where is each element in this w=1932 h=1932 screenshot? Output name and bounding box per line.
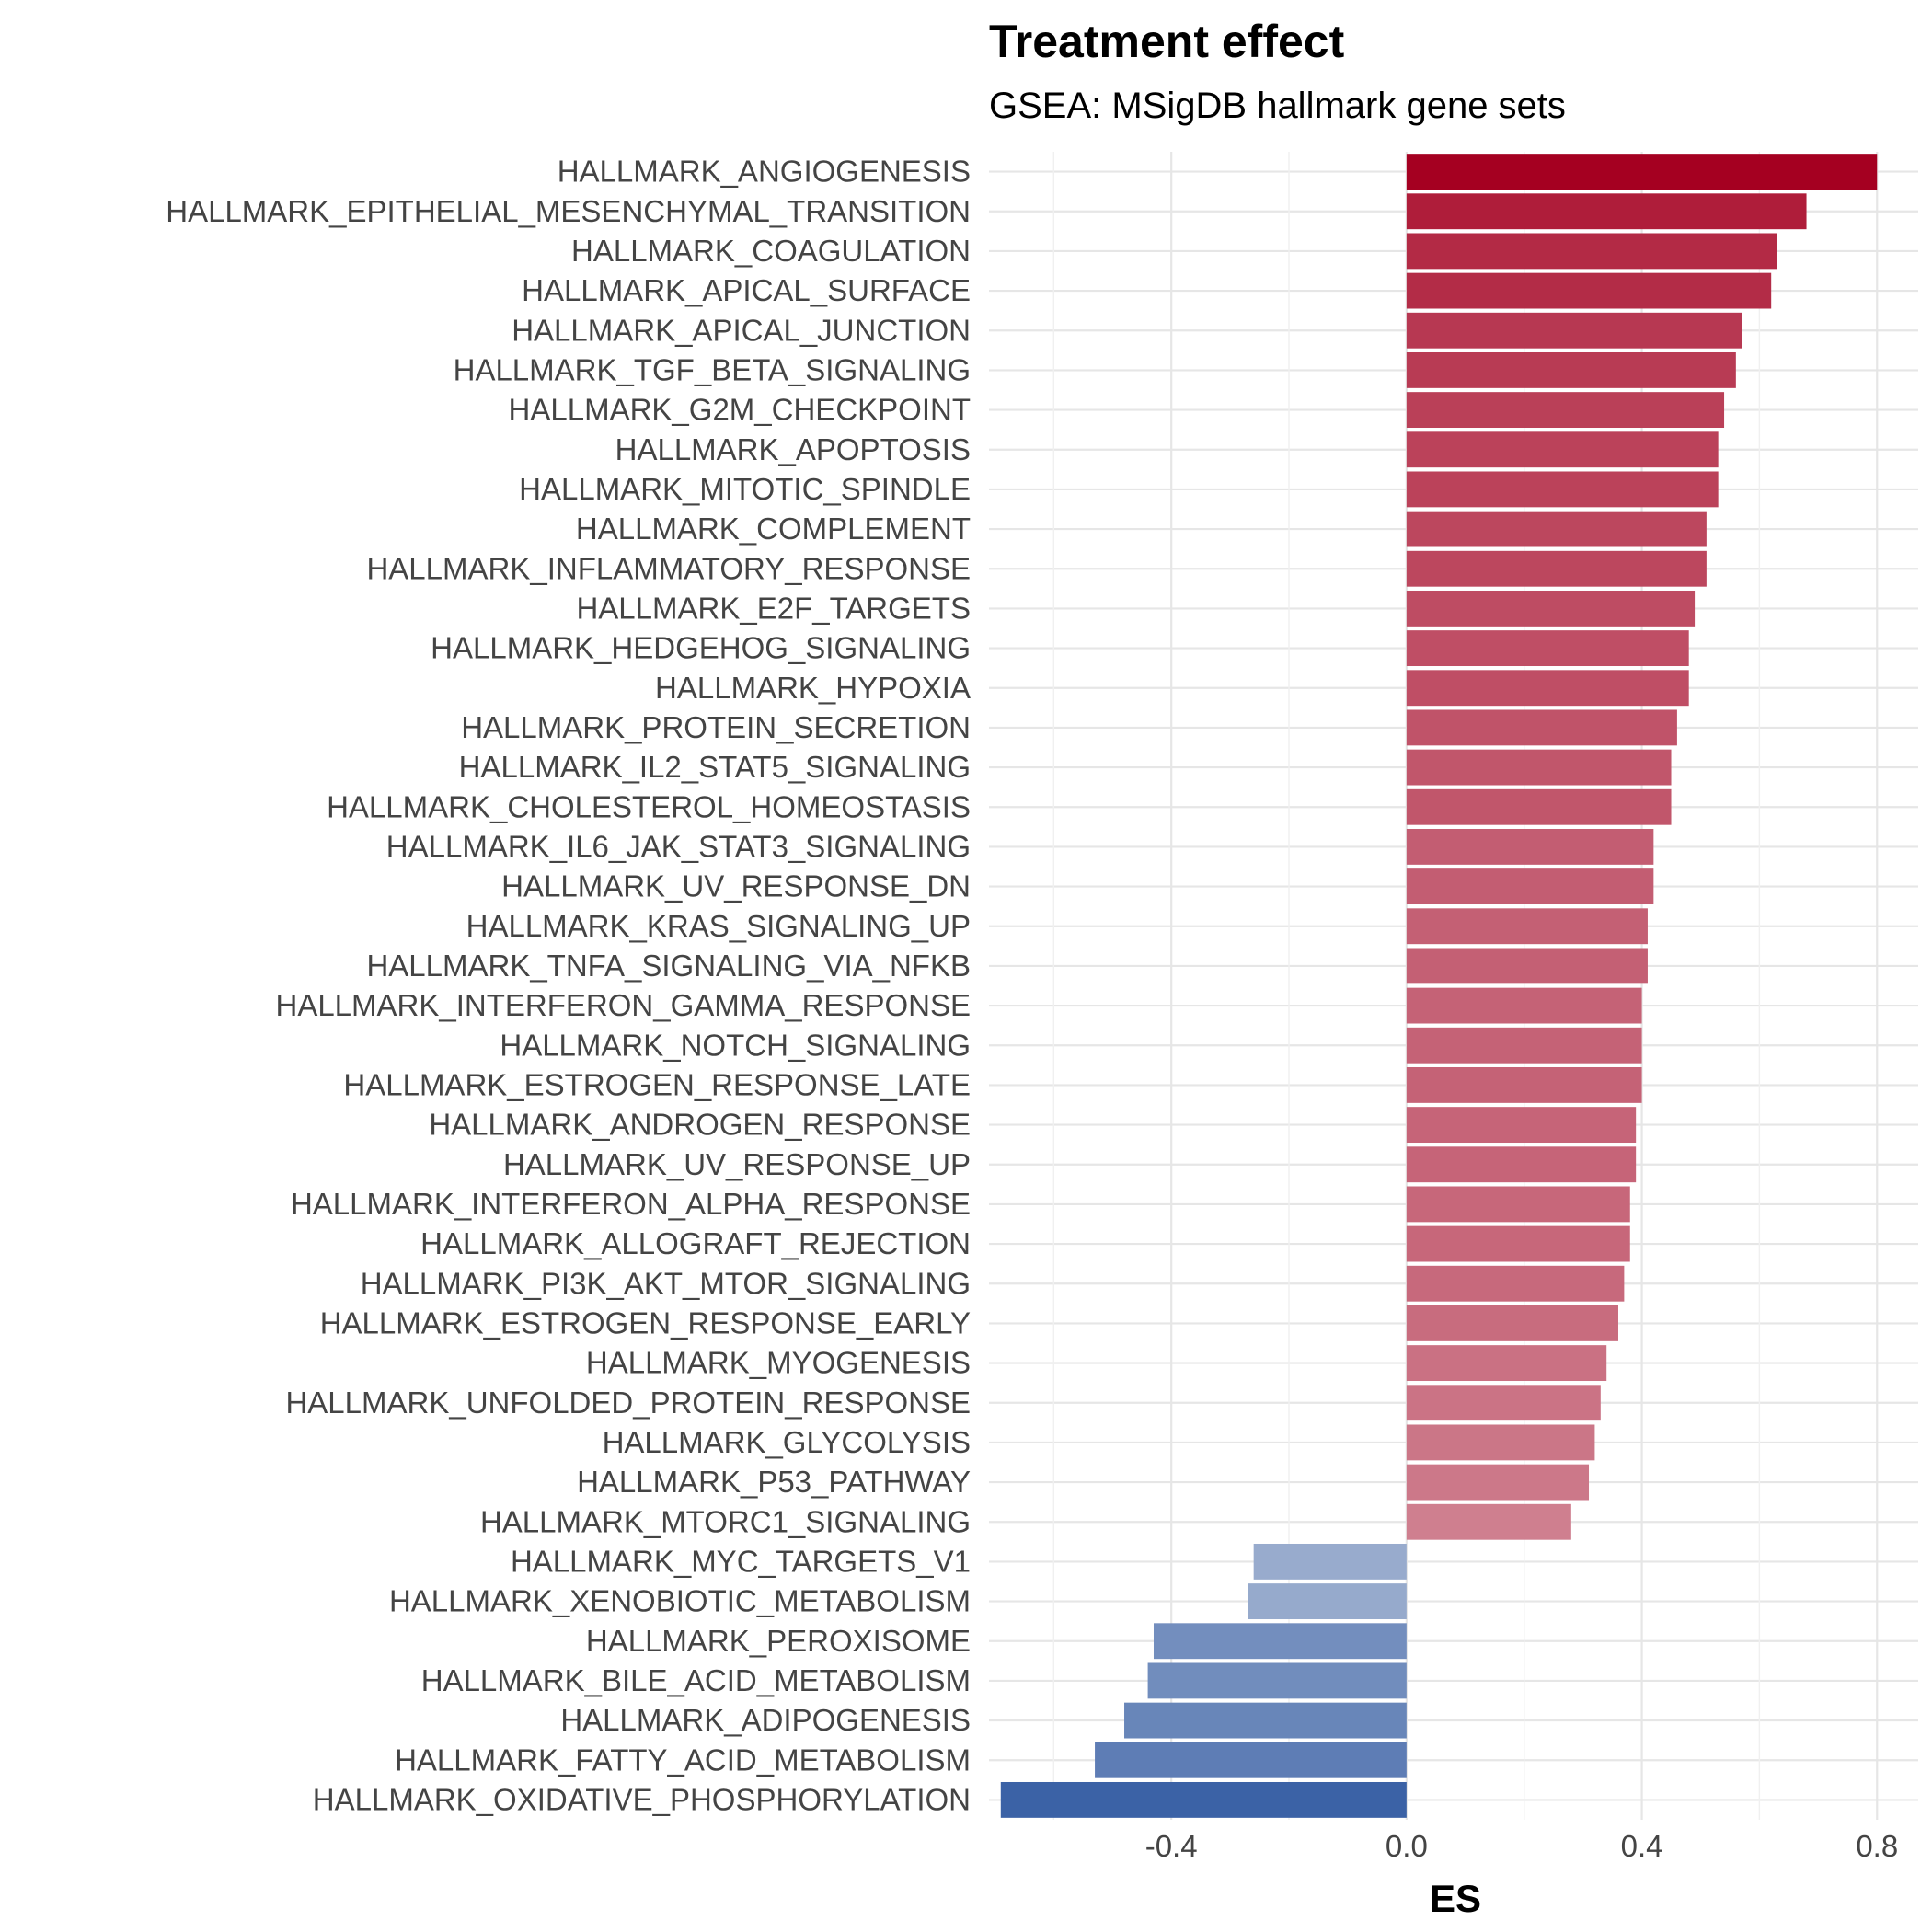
category-label: HALLMARK_ADIPOGENESIS bbox=[560, 1703, 971, 1737]
bar bbox=[1406, 351, 1736, 388]
bar bbox=[1406, 590, 1696, 627]
chart-title: Treatment effect bbox=[989, 16, 1345, 67]
bar bbox=[1153, 1623, 1407, 1660]
bar bbox=[1124, 1702, 1407, 1739]
x-tick-label: 0.0 bbox=[1386, 1829, 1428, 1863]
category-label: HALLMARK_MYC_TARGETS_V1 bbox=[511, 1544, 971, 1578]
category-label: HALLMARK_ESTROGEN_RESPONSE_LATE bbox=[343, 1067, 971, 1101]
bar bbox=[1406, 788, 1672, 825]
bar bbox=[1406, 1186, 1630, 1223]
x-tick-label: 0.4 bbox=[1621, 1829, 1663, 1863]
category-label: HALLMARK_TNFA_SIGNALING_VIA_NFKB bbox=[366, 949, 971, 983]
category-label: HALLMARK_OXIDATIVE_PHOSPHORYLATION bbox=[313, 1782, 971, 1816]
category-label: HALLMARK_COMPLEMENT bbox=[576, 512, 971, 546]
bar bbox=[1406, 868, 1654, 905]
bar bbox=[1406, 1503, 1571, 1540]
category-label: HALLMARK_HYPOXIA bbox=[655, 671, 971, 705]
category-label: HALLMARK_PEROXISOME bbox=[586, 1624, 971, 1658]
bar bbox=[1406, 670, 1689, 707]
bar bbox=[1095, 1742, 1407, 1778]
bar bbox=[1406, 630, 1689, 667]
bar bbox=[1253, 1543, 1407, 1580]
category-label: HALLMARK_UV_RESPONSE_DN bbox=[501, 869, 971, 903]
category-label: HALLMARK_IL2_STAT5_SIGNALING bbox=[459, 750, 971, 784]
bar bbox=[1406, 1424, 1595, 1461]
bar bbox=[1406, 431, 1719, 468]
category-label: HALLMARK_EPITHELIAL_MESENCHYMAL_TRANSITI… bbox=[166, 194, 971, 228]
bar bbox=[1406, 1107, 1637, 1144]
bar bbox=[1406, 511, 1707, 547]
category-label: HALLMARK_HEDGEHOG_SIGNALING bbox=[431, 631, 971, 665]
category-label: HALLMARK_CHOLESTEROL_HOMEOSTASIS bbox=[327, 789, 971, 823]
category-label: HALLMARK_ALLOGRAFT_REJECTION bbox=[420, 1226, 971, 1260]
category-label: HALLMARK_COAGULATION bbox=[571, 234, 971, 268]
bar bbox=[1406, 828, 1654, 865]
category-label: HALLMARK_INTERFERON_GAMMA_RESPONSE bbox=[275, 988, 971, 1022]
bar bbox=[1406, 987, 1642, 1024]
bar bbox=[1406, 908, 1648, 945]
category-labels: HALLMARK_ANGIOGENESIS HALLMARK_EPITHELIAL… bbox=[166, 155, 971, 1817]
bar bbox=[1406, 1146, 1637, 1183]
bar bbox=[1406, 1345, 1607, 1382]
bar bbox=[1406, 1265, 1625, 1302]
category-label: HALLMARK_IL6_JAK_STAT3_SIGNALING bbox=[386, 829, 971, 863]
bar bbox=[1406, 233, 1777, 270]
bar bbox=[1406, 471, 1719, 508]
category-label: HALLMARK_INFLAMMATORY_RESPONSE bbox=[366, 551, 971, 585]
category-label: HALLMARK_E2F_TARGETS bbox=[576, 591, 971, 625]
category-label: HALLMARK_P53_PATHWAY bbox=[577, 1465, 971, 1499]
x-tick-label: 0.8 bbox=[1856, 1829, 1898, 1863]
category-label: HALLMARK_APICAL_JUNCTION bbox=[512, 313, 971, 347]
bar bbox=[1406, 1385, 1601, 1421]
bar bbox=[1406, 154, 1878, 190]
category-label: HALLMARK_MTORC1_SIGNALING bbox=[480, 1504, 971, 1538]
x-axis-title: ES bbox=[1430, 1877, 1481, 1920]
category-label: HALLMARK_ANGIOGENESIS bbox=[558, 155, 971, 189]
category-label: HALLMARK_MITOTIC_SPINDLE bbox=[519, 472, 971, 506]
category-label: HALLMARK_INTERFERON_ALPHA_RESPONSE bbox=[291, 1187, 971, 1221]
category-label: HALLMARK_BILE_ACID_METABOLISM bbox=[421, 1663, 971, 1697]
bar bbox=[1406, 709, 1677, 746]
category-label: HALLMARK_NOTCH_SIGNALING bbox=[500, 1028, 971, 1062]
category-label: HALLMARK_XENOBIOTIC_METABOLISM bbox=[389, 1584, 971, 1618]
bar bbox=[1000, 1781, 1407, 1818]
category-label: HALLMARK_TGF_BETA_SIGNALING bbox=[454, 352, 971, 386]
x-tick-label: -0.4 bbox=[1145, 1829, 1198, 1863]
category-label: HALLMARK_FATTY_ACID_METABOLISM bbox=[395, 1742, 971, 1777]
category-label: HALLMARK_ESTROGEN_RESPONSE_EARLY bbox=[320, 1305, 971, 1340]
category-label: HALLMARK_UNFOLDED_PROTEIN_RESPONSE bbox=[285, 1386, 971, 1420]
bar bbox=[1248, 1583, 1407, 1620]
category-label: HALLMARK_KRAS_SIGNALING_UP bbox=[466, 909, 971, 943]
bar bbox=[1406, 1464, 1590, 1501]
category-label: HALLMARK_MYOGENESIS bbox=[586, 1346, 971, 1380]
bars bbox=[1000, 154, 1878, 1818]
bar bbox=[1406, 1305, 1618, 1341]
bar bbox=[1406, 272, 1772, 309]
category-label: HALLMARK_PI3K_AKT_MTOR_SIGNALING bbox=[361, 1266, 971, 1300]
bar bbox=[1406, 1225, 1630, 1262]
bar bbox=[1406, 550, 1707, 587]
bar bbox=[1406, 392, 1725, 429]
category-label: HALLMARK_APICAL_SURFACE bbox=[522, 273, 971, 307]
bar bbox=[1406, 749, 1672, 786]
bar bbox=[1406, 312, 1742, 349]
chart-subtitle: GSEA: MSigDB hallmark gene sets bbox=[989, 86, 1566, 126]
category-label: HALLMARK_ANDROGEN_RESPONSE bbox=[429, 1108, 971, 1142]
x-tick-labels: -0.4 0.0 0.4 0.8 bbox=[1145, 1829, 1898, 1863]
bar bbox=[1406, 948, 1648, 984]
bar bbox=[1147, 1662, 1407, 1699]
category-label: HALLMARK_GLYCOLYSIS bbox=[603, 1425, 971, 1459]
bar bbox=[1406, 1027, 1642, 1064]
bar bbox=[1406, 193, 1807, 230]
category-label: HALLMARK_UV_RESPONSE_UP bbox=[503, 1147, 971, 1181]
category-label: HALLMARK_APOPTOSIS bbox=[615, 432, 971, 466]
bar bbox=[1406, 1066, 1642, 1103]
category-label: HALLMARK_G2M_CHECKPOINT bbox=[509, 393, 971, 427]
category-label: HALLMARK_PROTEIN_SECRETION bbox=[461, 710, 971, 744]
